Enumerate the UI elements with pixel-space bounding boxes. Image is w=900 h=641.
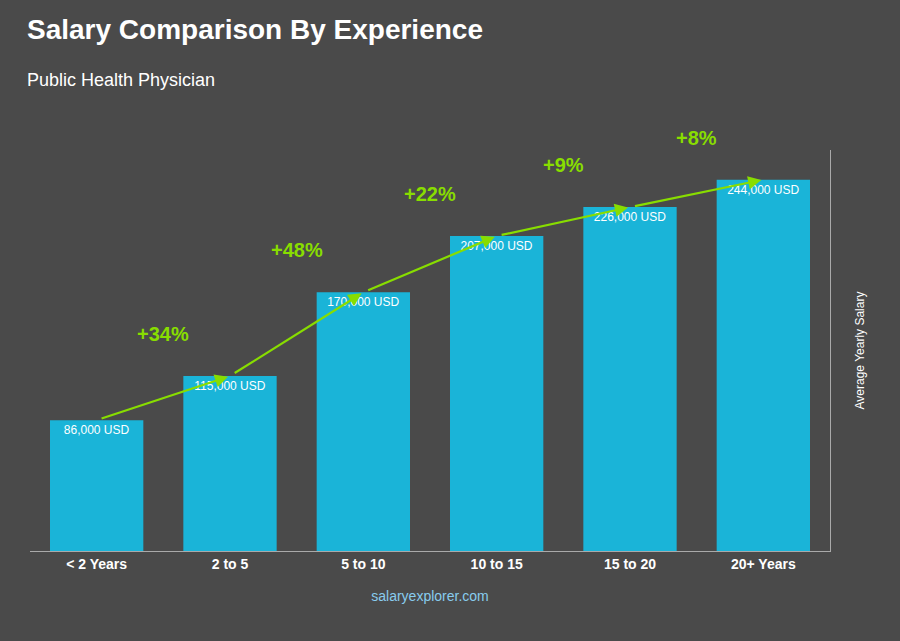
- svg-text:salaryexplorer.com: salaryexplorer.com: [371, 588, 489, 604]
- svg-text:10 to 15: 10 to 15: [471, 556, 523, 572]
- svg-text:Salary Comparison By Experienc: Salary Comparison By Experience: [27, 14, 483, 45]
- svg-text:Average Yearly Salary: Average Yearly Salary: [853, 292, 867, 410]
- svg-text:244,000 USD: 244,000 USD: [727, 183, 799, 197]
- svg-text:2 to 5: 2 to 5: [212, 556, 249, 572]
- svg-text:+34%: +34%: [137, 323, 189, 345]
- svg-text:+9%: +9%: [543, 154, 584, 176]
- svg-text:226,000 USD: 226,000 USD: [594, 210, 666, 224]
- svg-text:170,000 USD: 170,000 USD: [327, 295, 399, 309]
- svg-text:115,000 USD: 115,000 USD: [194, 379, 265, 393]
- svg-text:< 2 Years: < 2 Years: [66, 556, 127, 572]
- svg-text:20+ Years: 20+ Years: [731, 556, 796, 572]
- svg-text:207,000 USD: 207,000 USD: [460, 239, 532, 253]
- svg-text:15 to 20: 15 to 20: [604, 556, 656, 572]
- svg-text:+48%: +48%: [271, 239, 323, 261]
- svg-text:+8%: +8%: [676, 127, 717, 149]
- svg-text:5 to 10: 5 to 10: [341, 556, 386, 572]
- svg-text:Public Health Physician: Public Health Physician: [27, 70, 215, 90]
- svg-text:86,000 USD: 86,000 USD: [64, 423, 130, 437]
- svg-text:+22%: +22%: [404, 183, 456, 205]
